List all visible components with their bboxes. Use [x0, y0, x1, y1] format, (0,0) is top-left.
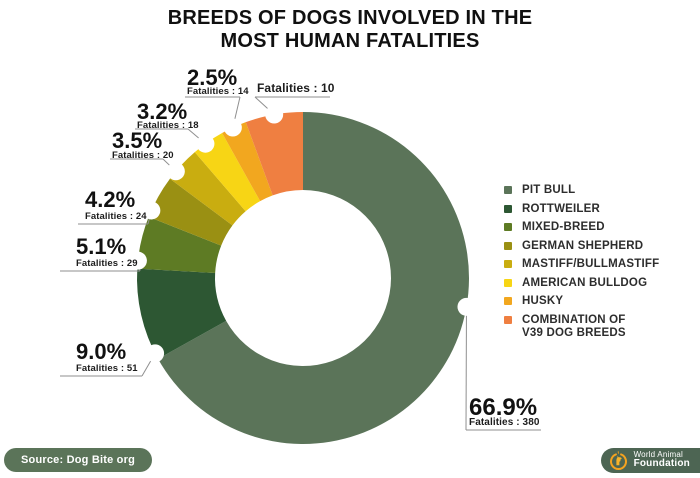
legend-label-combination-of-v39-dog-breeds: COMBINATION OF V39 DOG BREEDS — [522, 313, 626, 339]
chart-legend: PIT BULL ROTTWEILER MIXED-BREED GERMAN SHEP… — [504, 184, 659, 340]
legend-item-german-shepherd: GERMAN SHEPHERD — [504, 240, 659, 253]
segment-rottweiler — [137, 268, 227, 359]
notch-mixed-breed — [128, 251, 147, 270]
callout-fatalities-mastiff-bullmastiff: Fatalities : 20 — [112, 150, 174, 161]
legend-label-husky: HUSKY — [522, 295, 564, 307]
legend-item-mixed-breed: MIXED-BREED — [504, 221, 659, 234]
segment-mastiff-bullmastiff — [169, 152, 246, 226]
callout-percent-mastiff-bullmastiff: 3.5% — [112, 128, 163, 153]
callout-fatalities-combination-of-v39-dog-breeds: Fatalities : 10 — [257, 81, 335, 95]
segment-pit-bull — [158, 112, 470, 444]
notch-german-shepherd — [142, 201, 161, 220]
callout-fatalities-american-bulldog: Fatalities : 18 — [137, 120, 199, 131]
callout-fatalities-german-shepherd: Fatalities : 24 — [85, 211, 147, 222]
legend-swatch-pit-bull — [504, 186, 512, 194]
legend-item-combination-of-v39-dog-breeds: COMBINATION OF V39 DOG BREEDS — [504, 314, 659, 340]
legend-label-pit-bull: PIT BULL — [522, 184, 576, 196]
legend-item-pit-bull: PIT BULL — [504, 184, 659, 197]
segment-german-shepherd — [148, 178, 233, 246]
legend-label-rottweiler: ROTTWEILER — [522, 202, 601, 215]
legend-label-mastiff-bullmastiff: MASTIFF/BULLMASTIFF — [522, 258, 660, 270]
callout-percent-husky: 2.5% — [187, 65, 238, 90]
callout-fatalities-pit-bull: Fatalities : 380 — [469, 417, 540, 428]
callout-percent-rottweiler: 9.0% — [76, 339, 127, 364]
chart-title-line1: BREEDS OF DOGS INVOLVED IN THE — [167, 7, 533, 29]
notch-mastiff-bullmastiff — [166, 162, 185, 181]
callout-fatalities-mixed-breed: Fatalities : 29 — [76, 258, 138, 269]
segment-mixed-breed — [137, 216, 222, 274]
legend-label-american-bulldog: AMERICAN BULLDOG — [522, 276, 648, 289]
callout-percent-german-shepherd: 4.2% — [85, 187, 136, 212]
source-badge-label: Source: Dog Bite org — [21, 454, 136, 466]
segment-combination-of-v39-dog-breeds — [245, 112, 303, 196]
legend-swatch-german-shepherd — [504, 241, 512, 250]
notch-american-bulldog — [196, 134, 215, 153]
callout-fatalities-rottweiler: Fatalities : 51 — [76, 363, 138, 374]
callout-percent-american-bulldog: 3.2% — [137, 99, 188, 124]
brand-logo-line2: Foundation — [633, 458, 690, 470]
segment-husky — [222, 122, 273, 202]
legend-item-american-bulldog: AMERICAN BULLDOG — [504, 277, 659, 290]
callout-percent-pit-bull: 66.9% — [469, 394, 538, 421]
brand-logo-text: World Animal Foundation — [633, 450, 690, 470]
chart-title-line2: MOST HUMAN FATALITIES — [220, 29, 480, 52]
legend-item-husky: HUSKY — [504, 295, 659, 308]
chart-title: BREEDS OF DOGS INVOLVED IN THE MOST HUMA… — [0, 7, 700, 52]
source-badge: Source: Dog Bite org — [4, 448, 153, 472]
legend-swatch-american-bulldog — [504, 278, 512, 287]
dog-in-ring-icon — [609, 450, 627, 470]
callout-fatalities-husky: Fatalities : 14 — [187, 86, 249, 97]
segment-american-bulldog — [194, 133, 261, 212]
legend-label-mixed-breed: MIXED-BREED — [522, 221, 605, 233]
legend-item-rottweiler: ROTTWEILER — [504, 203, 659, 216]
legend-swatch-rottweiler — [504, 204, 512, 213]
legend-label-german-shepherd: GERMAN SHEPHERD — [522, 239, 644, 252]
legend-swatch-mastiff-bullmastiff — [504, 260, 512, 268]
brand-logo-line1: World Animal — [633, 450, 683, 460]
legend-swatch-combination-of-v39-dog-breeds — [504, 315, 512, 324]
notch-rottweiler — [146, 344, 165, 363]
notch-husky — [223, 118, 242, 137]
legend-swatch-mixed-breed — [504, 223, 512, 231]
legend-item-mastiff-bullmastiff: MASTIFF/BULLMASTIFF — [504, 258, 659, 271]
notch-combination-of-v39-dog-breeds — [265, 105, 284, 124]
callout-percent-mixed-breed: 5.1% — [76, 234, 127, 259]
notch-pit-bull — [457, 297, 476, 316]
legend-swatch-husky — [504, 297, 512, 305]
brand-logo: World Animal Foundation — [600, 448, 700, 473]
